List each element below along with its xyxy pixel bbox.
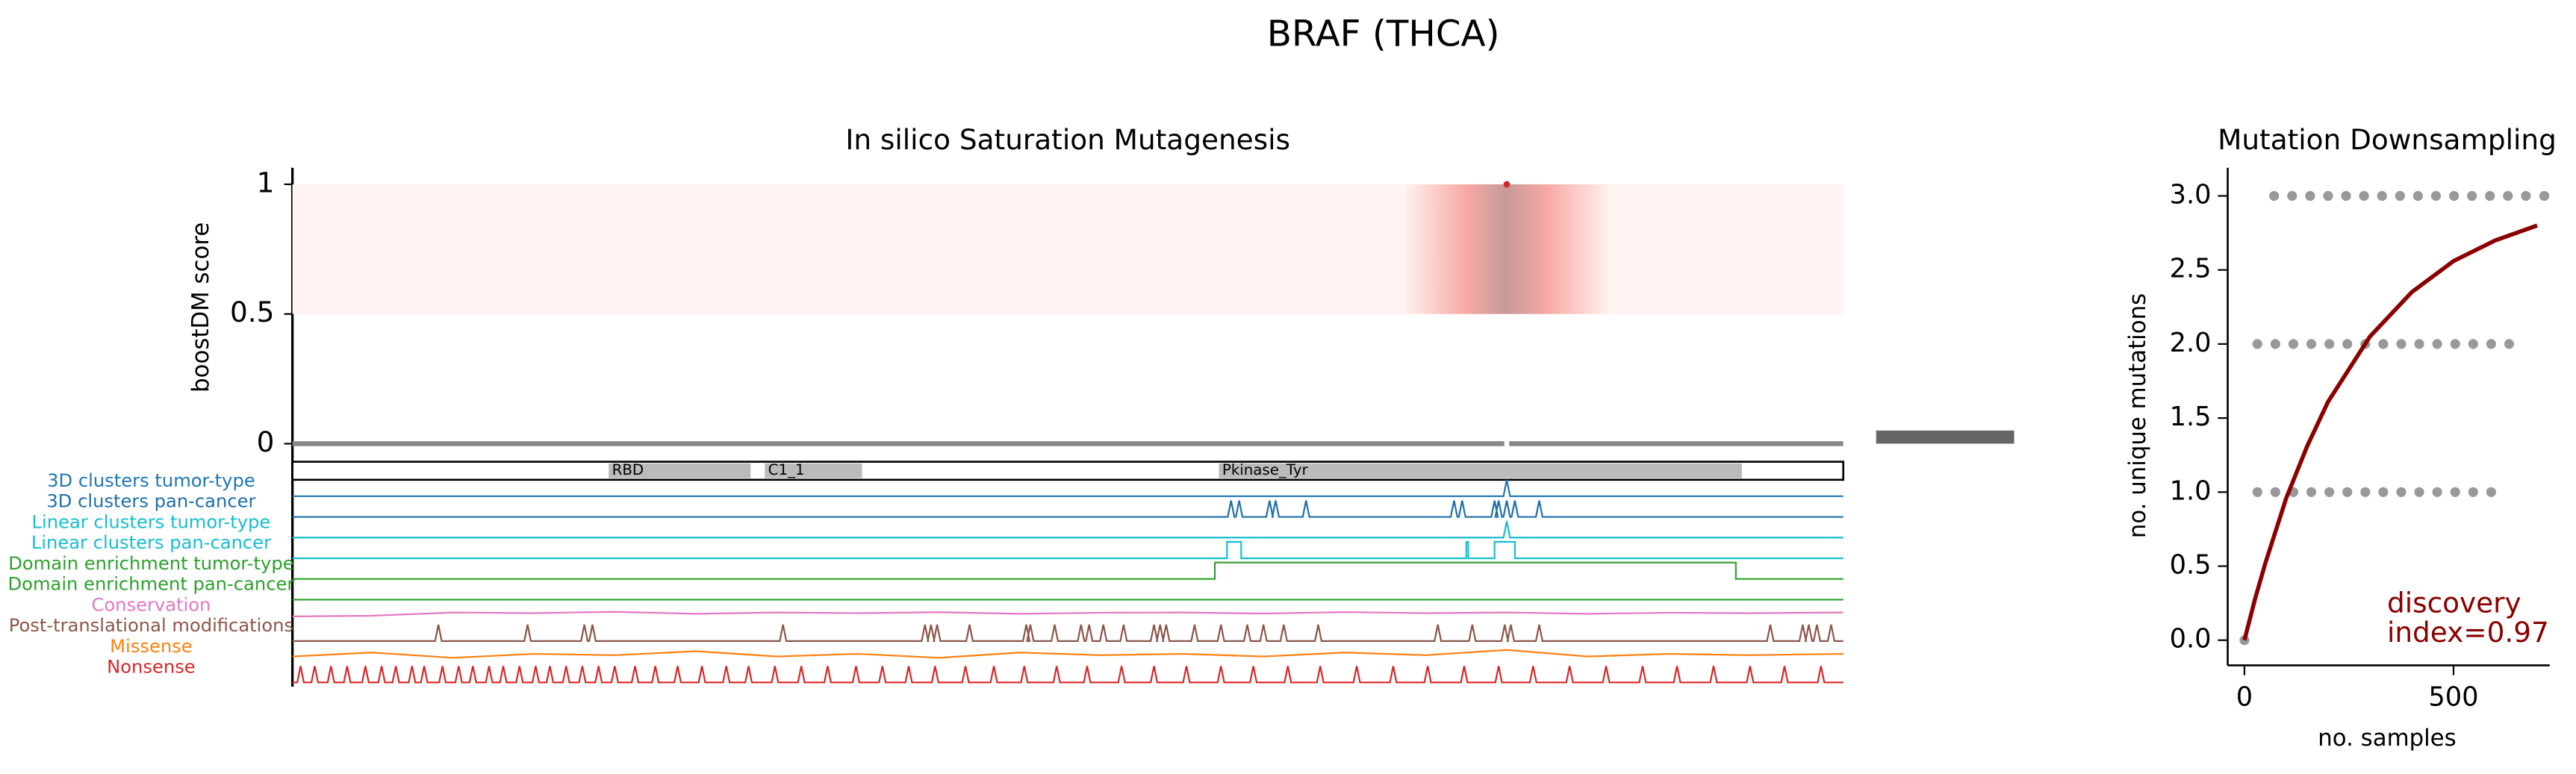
sample-point: [2504, 339, 2515, 349]
chart-title: In silico Saturation Mutagenesis: [845, 123, 1290, 156]
y-tick-label: 2.5: [2170, 254, 2212, 284]
track: [292, 561, 1844, 580]
sample-point: [2342, 339, 2353, 349]
annotation: discovery: [2387, 587, 2521, 619]
track-label: Domain enrichment pan-cancer: [8, 574, 295, 595]
sample-point: [2467, 190, 2477, 202]
track: [292, 500, 1844, 518]
y-tick-label: 1: [257, 166, 275, 199]
y-tick-label: 1.0: [2170, 475, 2212, 506]
sample-point: [2305, 190, 2315, 202]
figure-title: BRAF (THCA): [1267, 13, 1500, 55]
sample-point: [2450, 339, 2460, 349]
sample-point: [2378, 339, 2389, 349]
sample-point: [2341, 190, 2351, 202]
track-label: Linear clusters tumor-type: [32, 511, 271, 532]
y-tick-label: 1.5: [2170, 402, 2212, 432]
track-label: Nonsense: [107, 657, 196, 678]
track-label: Missense: [110, 636, 193, 657]
track: [292, 624, 1844, 642]
score-point: [1503, 181, 1511, 188]
sample-point: [2414, 339, 2424, 349]
track-label: Domain enrichment tumor-type: [8, 553, 293, 574]
track: [292, 479, 1844, 497]
sample-point: [2448, 190, 2460, 202]
sample-point: [2324, 339, 2335, 349]
x-axis-label: no. samples: [2318, 725, 2456, 752]
sample-point: [2432, 487, 2442, 497]
sample-point: [2396, 339, 2407, 349]
sample-point: [2360, 487, 2371, 497]
y-axis-label: no. unique mutations: [2124, 293, 2151, 538]
sample-point: [2324, 487, 2335, 497]
domain: [1219, 463, 1742, 478]
legend-bar: [1876, 430, 2015, 444]
sample-point: [2468, 339, 2478, 349]
sample-point: [2503, 190, 2513, 202]
track: [292, 611, 1844, 617]
y-axis-label: boostDM score: [187, 222, 214, 393]
sample-point: [2539, 190, 2550, 202]
sample-point: [2450, 487, 2460, 497]
sample-point: [2395, 190, 2405, 202]
sample-point: [2377, 190, 2387, 202]
sample-point: [2414, 487, 2424, 497]
sample-point: [2306, 339, 2317, 349]
annotation: index=0.97: [2387, 616, 2549, 649]
sample-point: [2270, 487, 2280, 497]
sample-point: [2486, 487, 2496, 497]
sample-point: [2252, 339, 2262, 349]
sample-point: [2288, 339, 2299, 349]
y-tick-label: 0.0: [2170, 624, 2212, 655]
sample-point: [2430, 190, 2442, 202]
sample-point: [2378, 487, 2389, 497]
sample-point: [2270, 339, 2280, 349]
domain-label: C1_1: [768, 461, 805, 478]
track-label: 3D clusters pan-cancer: [46, 491, 255, 512]
x-tick-label: 500: [2428, 681, 2478, 712]
track: [292, 666, 1844, 684]
track: [292, 649, 1844, 659]
domain-label: Pkinase_Tyr: [1222, 461, 1309, 478]
fit-curve: [2242, 223, 2538, 641]
sample-point: [2412, 190, 2423, 202]
sample-point: [2485, 190, 2495, 202]
domain: [765, 463, 862, 478]
sample-point: [2342, 487, 2353, 497]
track-label: Linear clusters pan-cancer: [31, 532, 271, 553]
domain: [609, 463, 751, 478]
track: [292, 540, 1844, 560]
sample-point: [2468, 487, 2478, 497]
sample-point: [2252, 487, 2262, 497]
track-label: Post-translational modifications: [9, 615, 293, 636]
y-tick-label: 0.5: [2170, 550, 2212, 581]
sample-point: [2521, 190, 2531, 202]
sample-point: [2287, 190, 2297, 202]
sample-point: [2396, 487, 2407, 497]
domain-label: RBD: [612, 461, 644, 478]
track: [292, 521, 1844, 539]
heat-band: [1404, 184, 1609, 314]
heat-row: [292, 184, 1844, 314]
y-tick-label: 0: [257, 425, 275, 458]
track-label: Conservation: [91, 594, 211, 615]
track-label: 3D clusters tumor-type: [47, 470, 255, 491]
sample-point: [2359, 190, 2369, 202]
y-tick-label: 0.5: [230, 296, 274, 328]
sample-point: [2486, 339, 2496, 349]
sample-point: [2269, 190, 2280, 202]
sample-point: [2306, 487, 2317, 497]
sample-point: [2323, 190, 2333, 202]
sample-point: [2432, 339, 2442, 349]
chart-title: Mutation Downsampling: [2218, 123, 2557, 156]
y-tick-label: 3.0: [2170, 179, 2212, 210]
y-tick-label: 2.0: [2170, 328, 2212, 358]
x-tick-label: 0: [2236, 681, 2253, 712]
